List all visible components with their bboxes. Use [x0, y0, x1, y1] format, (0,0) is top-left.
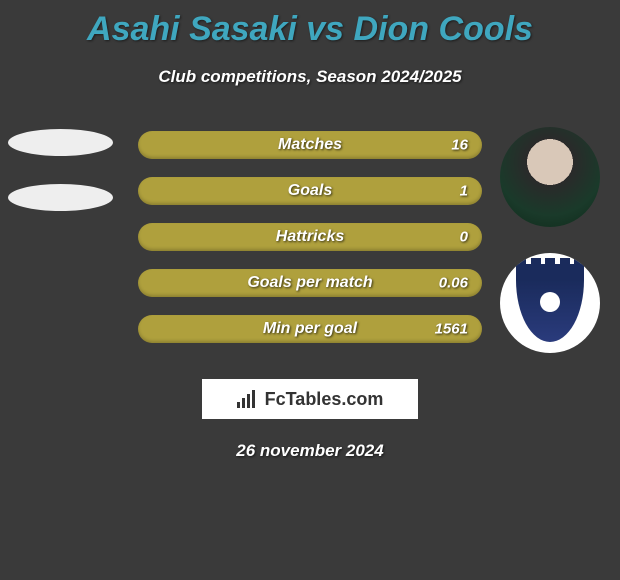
stat-label: Goals per match — [247, 274, 372, 292]
stat-value: 16 — [451, 137, 468, 154]
player-left-placeholder-1 — [8, 129, 113, 156]
stat-bar-hattricks: Hattricks 0 — [138, 223, 482, 251]
stat-bar-goals-per-match: Goals per match 0.06 — [138, 269, 482, 297]
stat-bar-matches: Matches 16 — [138, 131, 482, 159]
stat-label: Min per goal — [263, 320, 357, 338]
date-caption: 26 november 2024 — [0, 441, 620, 461]
page-subtitle: Club competitions, Season 2024/2025 — [0, 67, 620, 87]
brand-chart-icon — [237, 390, 259, 408]
stat-label: Matches — [278, 136, 342, 154]
club-logo-circle — [500, 253, 600, 353]
infographic-root: Asahi Sasaki vs Dion Cools Club competit… — [0, 0, 620, 461]
stat-bar-min-per-goal: Min per goal 1561 — [138, 315, 482, 343]
stat-bars: Matches 16 Goals 1 Hattricks 0 Goals per… — [138, 131, 482, 361]
stat-value: 0 — [460, 229, 468, 246]
stat-bar-goals: Goals 1 — [138, 177, 482, 205]
player-photo-icon — [500, 127, 600, 227]
player-left-placeholders — [8, 129, 113, 239]
player-right-images — [500, 127, 600, 353]
brand-badge: FcTables.com — [202, 379, 418, 419]
page-title: Asahi Sasaki vs Dion Cools — [0, 10, 620, 49]
comparison-area: Matches 16 Goals 1 Hattricks 0 Goals per… — [0, 117, 620, 367]
stat-value: 0.06 — [439, 275, 468, 292]
player-left-placeholder-2 — [8, 184, 113, 211]
stat-label: Goals — [288, 182, 332, 200]
club-crest-icon — [516, 264, 584, 342]
stat-value: 1 — [460, 183, 468, 200]
stat-label: Hattricks — [276, 228, 344, 246]
brand-text: FcTables.com — [265, 389, 384, 410]
player-photo-circle — [500, 127, 600, 227]
stat-value: 1561 — [435, 321, 468, 338]
